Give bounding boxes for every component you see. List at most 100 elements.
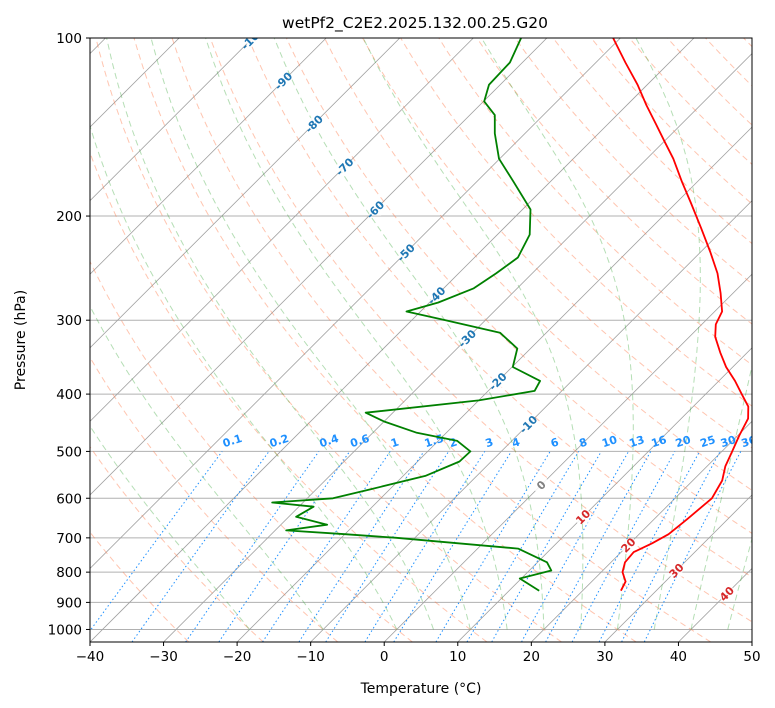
dry-adiabat: [133, 38, 637, 642]
y-tick-label: 600: [56, 491, 82, 507]
y-axis-label: Pressure (hPa): [13, 290, 29, 390]
isotherm-line: [457, 347, 752, 642]
mixing-ratio-line: [545, 451, 652, 642]
y-tick-label: 900: [56, 595, 82, 611]
moist-adiabat: [727, 537, 752, 630]
isotherm-line: [90, 38, 253, 202]
x-tick-label: 0: [380, 649, 389, 665]
x-tick-label: −30: [149, 649, 178, 665]
y-tick-label: 200: [56, 209, 82, 225]
isotherm-label-backdrop: [522, 418, 535, 431]
isotherm-label-backdrop: [461, 332, 474, 345]
isotherm-line: [90, 38, 621, 570]
moist-adiabat: [362, 38, 584, 630]
dry-adiabat: [362, 38, 752, 449]
moist-adiabat: [150, 38, 471, 630]
mixing-ratio-line: [393, 451, 512, 642]
y-tick-label: 800: [56, 565, 82, 581]
dry-adiabat: [476, 38, 752, 325]
dry-adiabat: [285, 38, 752, 534]
mixing-ratio-line: [131, 451, 270, 642]
moist-adiabat: [690, 363, 752, 630]
mixing-ratio-label: 36: [740, 433, 759, 450]
isotherm-line: [90, 38, 474, 422]
isotherm-line: [90, 38, 401, 349]
mixing-ratio-line: [435, 451, 551, 642]
isotherm-line: [604, 494, 752, 642]
moist-adiabat: [90, 425, 250, 630]
x-tick-label: 20: [523, 649, 540, 665]
dry-adiabat: [247, 38, 752, 578]
dry-adiabat: [90, 445, 264, 642]
x-tick-label: 40: [670, 649, 687, 665]
isotherm-line: [310, 200, 752, 642]
moist-adiabat: [90, 124, 398, 630]
moist-adiabat: [90, 305, 324, 630]
profile-series: [271, 38, 750, 592]
moist-adiabat: [205, 38, 508, 630]
mixing-ratio-label: 13: [628, 433, 647, 450]
mixing-ratio-label: 6: [549, 435, 561, 450]
isotherm-label-backdrop: [670, 564, 683, 577]
mixing-ratio-line: [364, 451, 486, 642]
isotherm-label-backdrop: [491, 375, 504, 388]
plot-frame: [89, 37, 753, 643]
mixing-ratio-line: [90, 451, 223, 632]
y-tick-label: 300: [56, 313, 82, 329]
x-tick-label: 30: [596, 649, 613, 665]
isotherm-label-backdrop: [720, 587, 733, 600]
isotherm-line: [90, 38, 695, 642]
y-tick-label: 500: [56, 444, 82, 460]
x-axis-label: Temperature (°C): [360, 681, 482, 697]
axes: −40 −30 −20 −10 0 10 20 30 40 5010020030040050060…: [48, 31, 761, 665]
isotherm-label-backdrop: [369, 203, 382, 216]
isotherm-label-backdrop: [246, 38, 259, 44]
y-tick-label: 400: [56, 387, 82, 403]
background-lines: [90, 38, 752, 642]
mixing-ratio-line: [466, 451, 580, 642]
isotherm-label-backdrop: [576, 510, 589, 523]
mixing-ratio-label: 1: [389, 436, 400, 451]
y-tick-label: 100: [56, 31, 82, 47]
isotherm-label-backdrop: [307, 117, 320, 130]
mixing-ratio-line: [491, 451, 602, 642]
mixing-ratio-line: [521, 451, 630, 642]
isotherm-line: [90, 38, 548, 496]
mixing-ratio-label: 8: [578, 436, 589, 451]
mixing-ratio-label: 20: [674, 433, 693, 450]
isotherm-line: [236, 126, 752, 642]
y-tick-label: 700: [56, 531, 82, 547]
mixing-ratio-line: [325, 451, 450, 642]
dewpoint-profile-line: [271, 38, 553, 592]
dry-adiabat: [171, 38, 712, 642]
moist-adiabat: [273, 38, 545, 630]
mixing-ratio-label: 25: [698, 433, 717, 450]
x-tick-label: −20: [223, 649, 252, 665]
dry-adiabat: [324, 38, 752, 491]
mixing-ratio-label: 10: [600, 433, 619, 450]
mixing-ratio-label: 2: [448, 436, 459, 451]
dry-adiabat: [628, 38, 752, 166]
isotherm-label-backdrop: [338, 160, 351, 173]
x-tick-label: 50: [743, 649, 760, 665]
isotherm-label-backdrop: [399, 246, 412, 259]
x-tick-label: −10: [296, 649, 325, 665]
x-tick-label: −40: [76, 649, 105, 665]
isotherm-label-backdrop: [277, 74, 290, 87]
temperature-profile-line: [612, 38, 750, 592]
moist-adiabat: [635, 38, 701, 630]
isotherm-label-backdrop: [622, 539, 635, 552]
isotherm-line: [90, 38, 327, 275]
mixing-ratio-label: 0.2: [268, 432, 291, 450]
mixing-ratio-label: 4: [510, 435, 522, 450]
mixing-ratio-label: 0.4: [318, 432, 341, 450]
mixing-ratio-label: 30: [719, 433, 738, 450]
mixing-ratio-label: 3: [484, 436, 495, 451]
mixing-ratio-line: [218, 451, 351, 642]
isotherm-label-backdrop: [430, 289, 443, 302]
dry-adiabat: [590, 38, 752, 205]
isotherm-line: [383, 273, 752, 642]
x-tick-label: 10: [449, 649, 466, 665]
